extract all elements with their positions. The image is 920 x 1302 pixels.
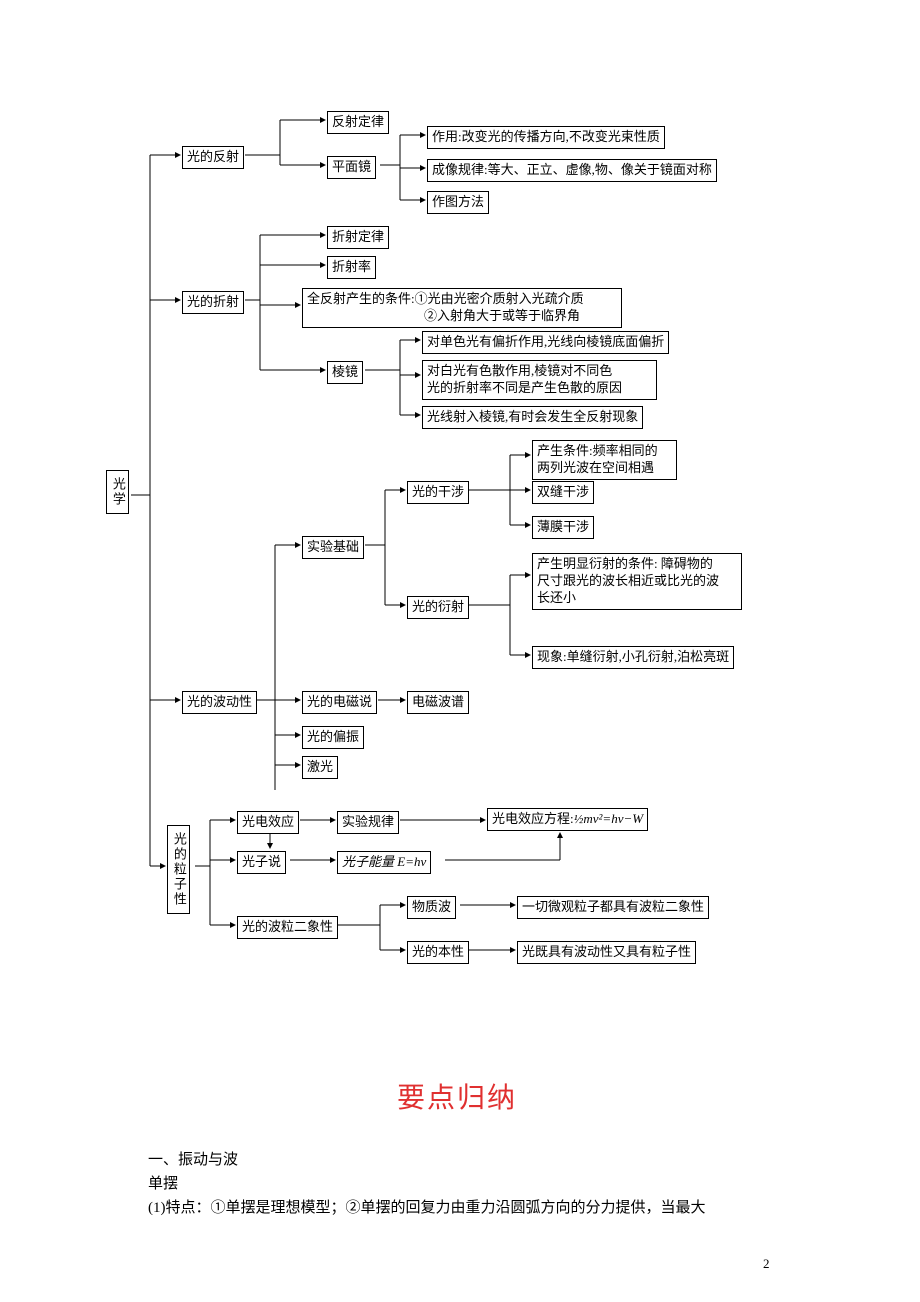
node-matter-desc: 一切微观粒子都具有波粒二象性 bbox=[517, 896, 709, 919]
body-h1: 一、振动与波 bbox=[148, 1148, 238, 1172]
node-nature-desc: 光既具有波动性又具有粒子性 bbox=[517, 941, 696, 964]
node-mirror: 平面镜 bbox=[327, 156, 376, 179]
body-h2: 单摆 bbox=[148, 1172, 178, 1196]
node-prism-dispersion: 对白光有色散作用,棱镜对不同色 光的折射率不同是产生色散的原因 bbox=[422, 360, 657, 400]
node-photoelectric: 光电效应 bbox=[237, 811, 299, 834]
node-root: 光学 bbox=[106, 470, 129, 514]
node-prism-tir: 光线射入棱镜,有时会发生全反射现象 bbox=[422, 406, 643, 429]
node-double-slit: 双缝干涉 bbox=[532, 481, 594, 504]
node-reflect-law: 反射定律 bbox=[327, 111, 389, 134]
node-duality: 光的波粒二象性 bbox=[237, 916, 338, 939]
node-laser: 激光 bbox=[302, 756, 338, 779]
node-matter-wave: 物质波 bbox=[407, 896, 456, 919]
node-mirror-action: 作用:改变光的传播方向,不改变光束性质 bbox=[427, 126, 665, 149]
node-diff-cond: 产生明显衍射的条件: 障碍物的 尺寸跟光的波长相近或比光的波 长还小 bbox=[532, 553, 742, 610]
node-refract-index: 折射率 bbox=[327, 256, 376, 279]
node-prism-mono: 对单色光有偏折作用,光线向棱镜底面偏折 bbox=[422, 331, 669, 354]
node-em-theory: 光的电磁说 bbox=[302, 691, 377, 714]
node-refract: 光的折射 bbox=[182, 291, 244, 314]
photon-energy-formula: 光子能量 E=hν bbox=[342, 854, 426, 869]
node-pe-equation: 光电效应方程:½mv²=hν−W bbox=[487, 808, 648, 831]
node-wave: 光的波动性 bbox=[182, 691, 257, 714]
node-em-spectrum: 电磁波谱 bbox=[407, 691, 469, 714]
node-interf-cond: 产生条件:频率相同的 两列光波在空间相遇 bbox=[532, 440, 677, 480]
node-tir: 全反射产生的条件:①光由光密介质射入光疏介质 ②入射角大于或等于临界角 bbox=[302, 288, 622, 328]
page: 光学 光的反射 光的折射 光的波动性 光的粒子性 反射定律 平面镜 作用:改变光… bbox=[0, 0, 920, 1302]
node-mirror-image: 成像规律:等大、正立、虚像,物、像关于镜面对称 bbox=[427, 159, 717, 182]
node-mirror-draw: 作图方法 bbox=[427, 191, 489, 214]
node-nature: 光的本性 bbox=[407, 941, 469, 964]
node-pe-exp: 实验规律 bbox=[337, 811, 399, 834]
section-title: 要点归纳 bbox=[397, 1076, 517, 1116]
node-thin-film: 薄膜干涉 bbox=[532, 516, 594, 539]
node-prism: 棱镜 bbox=[327, 361, 363, 384]
node-reflect: 光的反射 bbox=[182, 146, 244, 169]
pe-equation-label: 光电效应方程: bbox=[492, 811, 574, 826]
node-refract-law: 折射定律 bbox=[327, 226, 389, 249]
node-diff-phenom: 现象:单缝衍射,小孔衍射,泊松亮斑 bbox=[532, 646, 734, 669]
page-number: 2 bbox=[763, 1256, 770, 1272]
node-photon-energy: 光子能量 E=hν bbox=[337, 851, 431, 874]
node-photon: 光子说 bbox=[237, 851, 286, 874]
pe-equation-formula: ½mv²=hν−W bbox=[574, 811, 643, 826]
node-diffraction: 光的衍射 bbox=[407, 596, 469, 619]
node-particle: 光的粒子性 bbox=[167, 825, 190, 914]
node-interference: 光的干涉 bbox=[407, 481, 469, 504]
node-polarization: 光的偏振 bbox=[302, 726, 364, 749]
node-exp-basis: 实验基础 bbox=[302, 536, 364, 559]
body-p1: (1)特点：①单摆是理想模型；②单摆的回复力由重力沿圆弧方向的分力提供，当最大 bbox=[148, 1196, 706, 1220]
